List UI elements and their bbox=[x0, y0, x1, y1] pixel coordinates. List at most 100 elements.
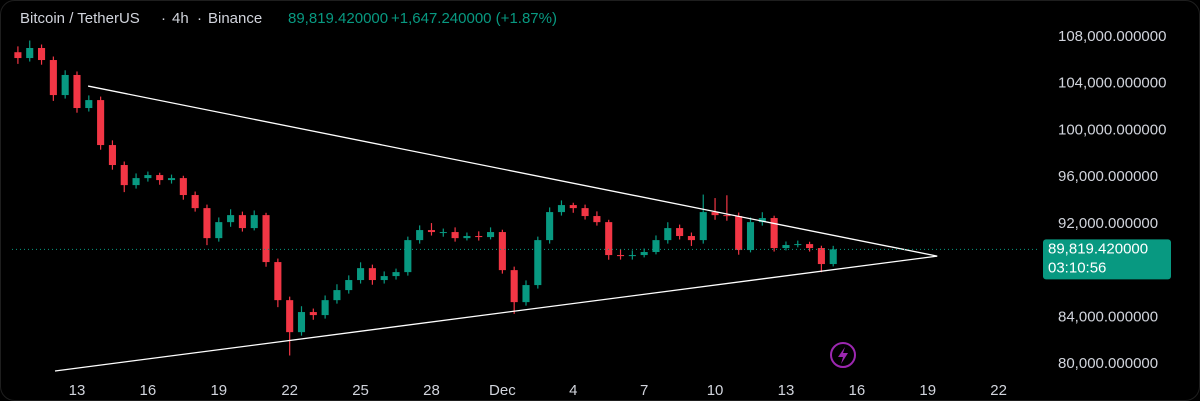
candle-body bbox=[829, 249, 837, 265]
candle-body bbox=[203, 208, 211, 239]
price-label: 89,819.420000 bbox=[1048, 240, 1148, 257]
x-tick-label: 28 bbox=[423, 382, 440, 399]
trendline bbox=[87, 85, 938, 257]
separator: · bbox=[197, 10, 202, 27]
candle-body bbox=[475, 236, 483, 238]
x-tick-label: 25 bbox=[352, 382, 369, 399]
separator: · bbox=[161, 10, 166, 27]
candle-body bbox=[404, 240, 412, 273]
candle-body bbox=[321, 300, 329, 316]
candle-body bbox=[286, 300, 294, 333]
candle-body bbox=[392, 272, 400, 277]
candle-body bbox=[120, 165, 128, 186]
y-tick-label: 92,000.000000 bbox=[1058, 215, 1158, 232]
x-tick-label: 13 bbox=[778, 382, 795, 399]
candle-body bbox=[687, 236, 695, 241]
candle-body bbox=[593, 216, 601, 223]
x-tick-label: 16 bbox=[140, 382, 157, 399]
candle-body bbox=[640, 252, 648, 256]
icon-ring[interactable] bbox=[830, 342, 856, 368]
candle-body bbox=[664, 228, 672, 241]
candle-body bbox=[37, 47, 46, 61]
candle-body bbox=[451, 232, 459, 239]
candle-body bbox=[380, 276, 388, 281]
interval: 4h bbox=[172, 10, 189, 27]
icon-bolt[interactable] bbox=[838, 347, 848, 364]
candle-body bbox=[699, 212, 707, 241]
candle-body bbox=[85, 100, 93, 109]
lightning-icon[interactable] bbox=[830, 342, 856, 368]
price-label-box bbox=[1043, 239, 1171, 280]
candle-body bbox=[156, 175, 164, 181]
x-tick-label: 22 bbox=[281, 382, 298, 399]
candle-body bbox=[522, 285, 530, 303]
y-tick-label: 96,000.000000 bbox=[1058, 168, 1158, 185]
candle-body bbox=[782, 245, 790, 249]
candle-body bbox=[144, 175, 152, 179]
candle-body bbox=[357, 268, 365, 281]
x-tick-label: Dec bbox=[489, 382, 516, 399]
x-tick-label: 10 bbox=[707, 382, 724, 399]
candle-body bbox=[794, 244, 802, 246]
candle-body bbox=[770, 218, 778, 249]
x-tick-label: 19 bbox=[210, 382, 227, 399]
candle-body bbox=[616, 255, 625, 257]
trendline bbox=[54, 255, 938, 372]
candle-body bbox=[215, 222, 223, 239]
header: Bitcoin / TetherUS · 4h · Binance 89,819… bbox=[20, 10, 557, 27]
x-tick-label: 13 bbox=[69, 382, 86, 399]
candle-body bbox=[416, 230, 424, 241]
candle-body bbox=[191, 195, 199, 209]
candle-body bbox=[652, 240, 660, 253]
candle-body bbox=[557, 205, 565, 213]
candle-body bbox=[628, 255, 636, 257]
candle-body bbox=[569, 205, 577, 209]
candle-body bbox=[605, 222, 613, 256]
candle-body bbox=[179, 178, 187, 196]
y-tick-label: 108,000.000000 bbox=[1058, 28, 1166, 45]
price: 89,819.420000 bbox=[288, 10, 388, 27]
countdown: 03:10:56 bbox=[1048, 259, 1106, 276]
candle-body bbox=[758, 218, 766, 223]
x-tick-label: 16 bbox=[849, 382, 866, 399]
candle-body bbox=[711, 212, 719, 216]
candle-body bbox=[132, 178, 140, 186]
y-tick-label: 84,000.000000 bbox=[1058, 308, 1158, 325]
candle-body bbox=[238, 215, 246, 229]
candle-body bbox=[297, 312, 306, 333]
candle-body bbox=[427, 230, 436, 233]
candle-body bbox=[274, 262, 282, 301]
candle-body bbox=[108, 145, 116, 166]
candle-body bbox=[345, 280, 353, 291]
candle-body bbox=[546, 212, 554, 241]
candle-body bbox=[817, 248, 825, 265]
candle-body bbox=[487, 232, 495, 238]
candle-body bbox=[49, 60, 57, 96]
candle-body bbox=[97, 100, 105, 146]
candle-body bbox=[26, 47, 34, 59]
y-tick-label: 100,000.000000 bbox=[1058, 121, 1166, 138]
candle-body bbox=[806, 244, 814, 249]
candle-body bbox=[61, 74, 69, 96]
exchange: Binance bbox=[208, 10, 262, 27]
x-tick-label: 4 bbox=[569, 382, 577, 399]
candle-body bbox=[262, 215, 270, 263]
candle-body bbox=[368, 268, 376, 281]
candle-body bbox=[167, 178, 176, 181]
change: +1,647.240000 (+1.87%) bbox=[391, 10, 557, 27]
candle-body bbox=[581, 208, 589, 217]
candle-body bbox=[498, 232, 506, 271]
candle-body bbox=[534, 240, 542, 286]
candle-body bbox=[510, 270, 518, 303]
x-tick-label: 22 bbox=[990, 382, 1007, 399]
candle-body bbox=[309, 312, 317, 316]
x-tick-label: 19 bbox=[919, 382, 936, 399]
y-tick-label: 104,000.000000 bbox=[1058, 75, 1166, 92]
y-tick-label: 80,000.000000 bbox=[1058, 355, 1158, 372]
x-tick-label: 7 bbox=[640, 382, 648, 399]
candle-body bbox=[676, 228, 684, 237]
candle-body bbox=[73, 74, 81, 109]
candle-body bbox=[250, 215, 258, 229]
